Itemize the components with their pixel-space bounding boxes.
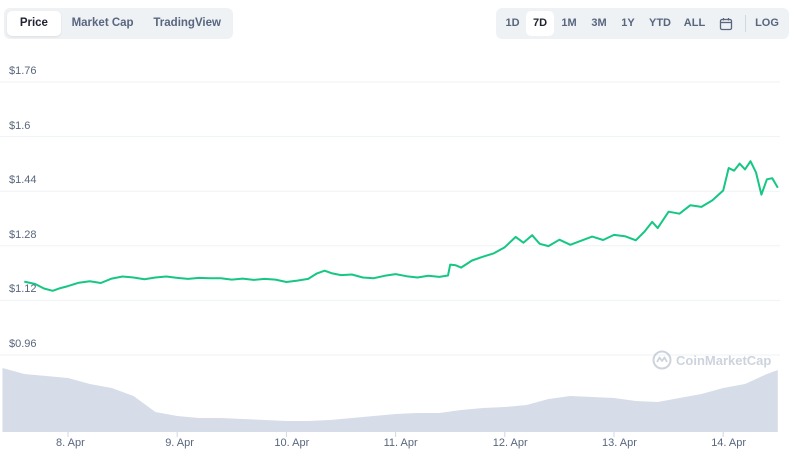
x-tick-label: 9. Apr [165, 437, 194, 449]
volume-area [2, 368, 778, 432]
y-tick-label: $1.44 [9, 174, 37, 187]
tab-tradingview[interactable]: TradingView [153, 17, 221, 29]
price-line [24, 160, 779, 292]
x-tick-label: 12. Apr [492, 437, 528, 449]
x-tick-label: 11. Apr [383, 437, 418, 449]
y-tick-label: $1.76 [9, 65, 37, 77]
range-3m-button[interactable]: 3M [591, 17, 607, 29]
range-1d-button[interactable]: 1D [505, 17, 520, 29]
y-tick-label: $0.96 [9, 338, 37, 350]
watermark-text: CoinMarketCap [676, 352, 772, 368]
x-tick-label: 8. Apr [56, 437, 85, 449]
calendar-icon [719, 17, 733, 30]
tab-price[interactable]: Price [7, 11, 61, 36]
tab-market-cap[interactable]: Market Cap [71, 17, 134, 29]
date-range-picker-button[interactable] [711, 11, 741, 36]
toolbar-divider [745, 15, 746, 32]
x-tick-label: 10. Apr [274, 437, 310, 449]
time-range-selector: 1D 7D 1M 3M 1Y YTD ALL LOG [496, 8, 789, 39]
coinmarketcap-logo [652, 350, 672, 370]
coinmarketcap-watermark: CoinMarketCap [652, 350, 771, 370]
x-tick-label: 14. Apr [711, 437, 747, 449]
y-tick-label: $1.28 [9, 228, 37, 241]
range-ytd-button[interactable]: YTD [649, 17, 671, 29]
chart-view-tabs: Price Market Cap TradingView [4, 8, 233, 39]
log-scale-toggle[interactable]: LOG [755, 17, 779, 29]
range-7d-button[interactable]: 7D [526, 11, 554, 36]
range-1y-button[interactable]: 1Y [621, 17, 635, 29]
y-tick-label: $1.12 [9, 283, 37, 296]
range-all-button[interactable]: ALL [683, 17, 706, 29]
y-tick-label: $1.6 [9, 119, 31, 132]
range-1m-button[interactable]: 1M [561, 17, 577, 29]
x-tick-label: 13. Apr [602, 437, 637, 449]
